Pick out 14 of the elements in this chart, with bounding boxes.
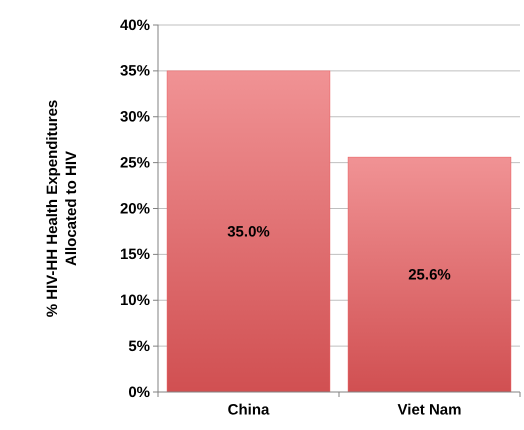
y-tick-label: 0% xyxy=(128,384,150,401)
y-tick-label: 5% xyxy=(128,338,150,355)
y-tick-label: 30% xyxy=(120,108,150,126)
y-tick-label: 15% xyxy=(120,246,150,264)
y-tick-label: 25% xyxy=(120,154,150,172)
x-tick-label: Viet Nam xyxy=(398,402,462,419)
y-tick-label: 20% xyxy=(120,200,150,218)
data-label: 25.6% xyxy=(408,266,451,284)
y-tick-label: 40% xyxy=(120,16,150,34)
y-tick-label: 35% xyxy=(120,62,150,80)
x-tick-label: China xyxy=(228,402,270,419)
y-tick-label: 10% xyxy=(120,292,150,310)
data-label: 35.0% xyxy=(227,223,270,240)
y-axis-title: % HIV-HH Health Expenditures Allocated to HIV xyxy=(44,100,80,318)
